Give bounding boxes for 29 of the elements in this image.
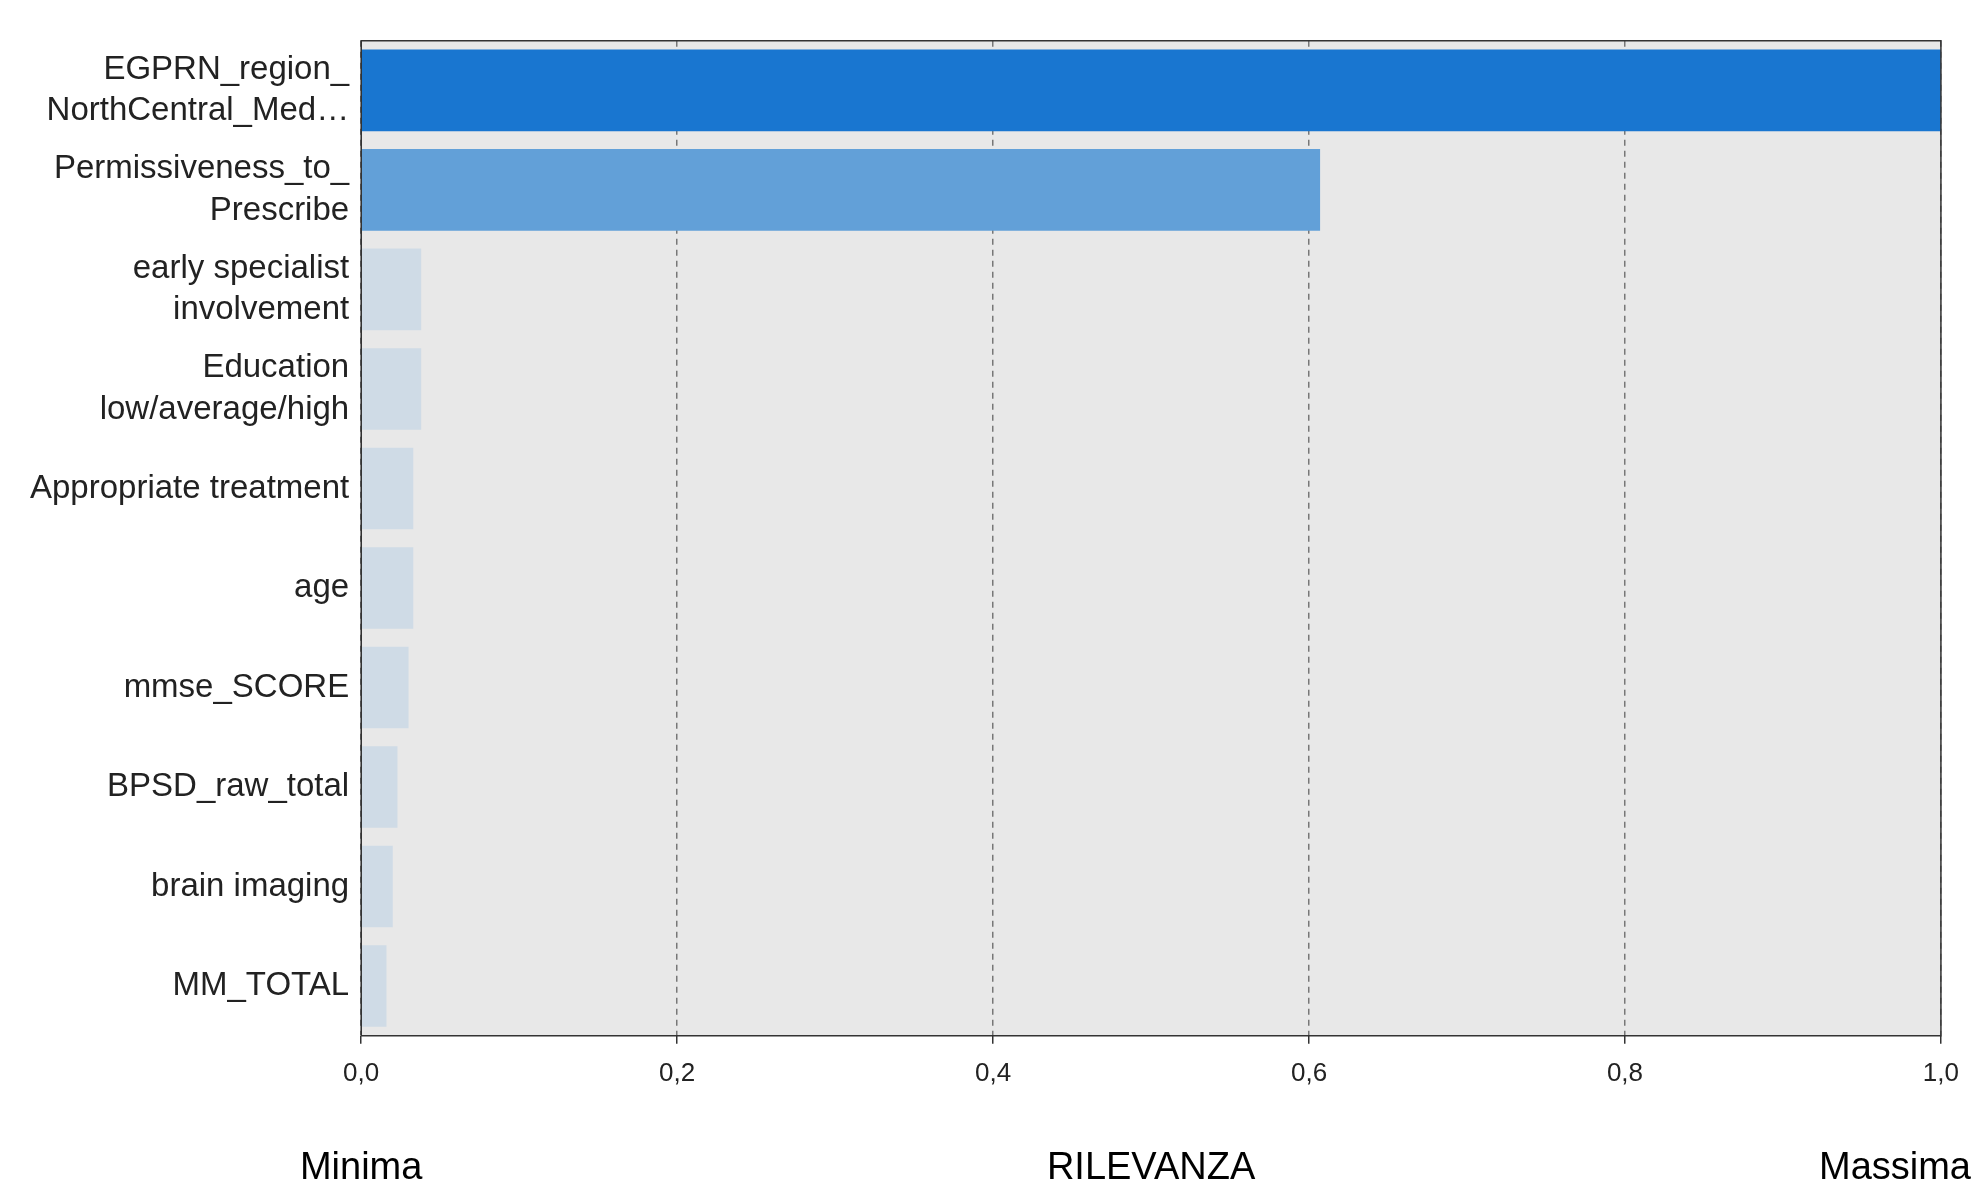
bar — [361, 945, 387, 1027]
y-tick-label: mmse_SCORE — [123, 666, 350, 704]
bar — [361, 149, 1321, 231]
x-tick-label: 0,8 — [1606, 1056, 1644, 1087]
text: Massima — [1818, 1145, 1972, 1187]
bar — [361, 646, 409, 729]
bar — [361, 845, 393, 928]
x-tick-label: 1,0 — [1922, 1056, 1960, 1087]
y-tick-label: Education low/average/high — [99, 347, 350, 426]
bar — [361, 447, 414, 530]
y-tick-label: Appropriate treatment — [30, 467, 350, 505]
text: Minima — [299, 1145, 424, 1187]
y-tick-label: MM_TOTAL — [172, 965, 350, 1003]
y-tick-label: early specialist involvement — [132, 247, 350, 327]
y-tick-label: brain imaging — [151, 865, 350, 903]
x-tick-label: 0,4 — [975, 1056, 1012, 1087]
x-tick-label: 0,6 — [1290, 1056, 1328, 1087]
bar — [361, 49, 1941, 132]
y-tick-label: EGPRN_region_ NorthCentral_Med… — [46, 48, 350, 128]
x-tick-label: 0,2 — [659, 1056, 696, 1087]
bar — [361, 547, 414, 629]
x-tick-label: 0,0 — [343, 1056, 380, 1087]
x-axis-title: RILEVANZA — [1046, 1145, 1256, 1187]
y-tick-label: Permissiveness_to_ Prescribe — [53, 148, 350, 227]
bar — [361, 746, 398, 828]
y-tick-label: age — [294, 567, 350, 605]
y-tick-label: BPSD_raw_total — [107, 766, 350, 804]
bar — [361, 348, 422, 430]
bar — [361, 248, 422, 331]
